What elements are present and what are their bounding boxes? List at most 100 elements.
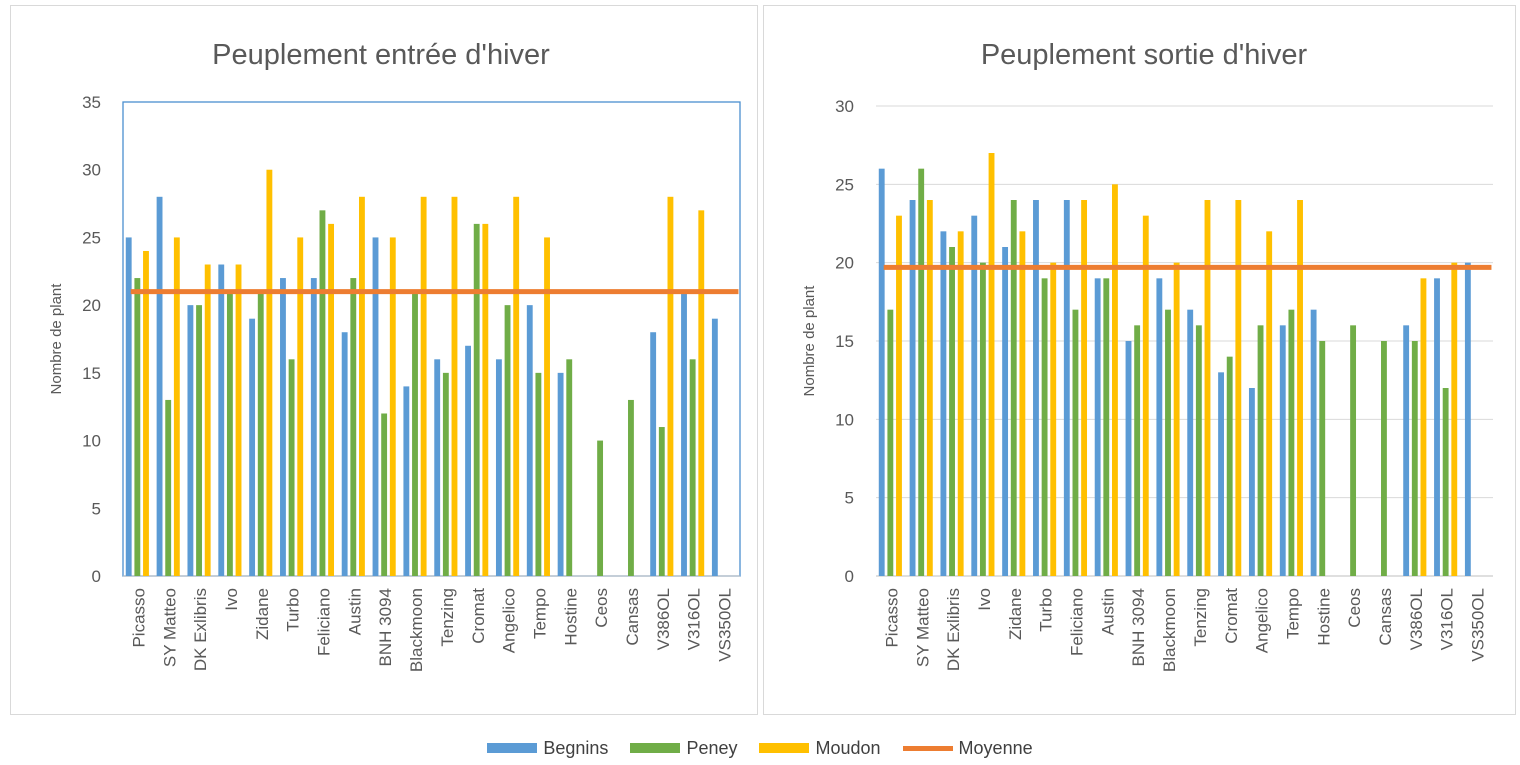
bar-peney-tenzing: [442, 372, 449, 576]
x-tick-label: Ivo: [222, 588, 241, 611]
bar-begnins-feliciano: [310, 278, 317, 576]
bar-peney-tempo: [1288, 309, 1295, 576]
bar-begnins-hostine: [1310, 309, 1317, 576]
bar-moudon-picasso: [143, 250, 149, 576]
bar-peney-bnh-3094: [381, 413, 388, 576]
y-tick-label: 10: [82, 432, 101, 451]
bar-peney-sy-matteo: [918, 168, 925, 576]
bar-moudon-ivo: [988, 153, 995, 576]
bar-begnins-austin: [1094, 278, 1101, 576]
legend-swatch-peney: [630, 743, 681, 753]
x-tick-label: Blackmoon: [407, 588, 426, 672]
chart-sortie-hiver: Peuplement sortie d'hiver Nombre de plant…: [801, 39, 1493, 672]
x-tick-label: Ceos: [592, 588, 611, 628]
bar-peney-v386ol: [658, 427, 665, 576]
bar-moudon-picasso: [896, 215, 902, 576]
legend-label-begnins: Begnins: [543, 737, 609, 758]
bar-moudon-bnh-3094: [389, 237, 396, 576]
bar-peney-feliciano: [319, 210, 326, 577]
bar-peney-ceos: [1350, 325, 1357, 576]
x-tick-label: Tempo: [530, 588, 549, 639]
bar-peney-zidane: [1010, 200, 1017, 576]
y-axis-label: Nombre de plant: [48, 283, 65, 395]
bar-peney-cromat: [1226, 356, 1233, 576]
bar-moudon-dk-exlibris: [204, 264, 211, 576]
bar-peney-austin: [350, 278, 357, 576]
x-tick-label: Tempo: [1283, 588, 1302, 639]
chart-title: Peuplement sortie d'hiver: [981, 39, 1308, 71]
legend-item-begnins: Begnins: [487, 738, 608, 759]
bar-moudon-tenzing: [451, 196, 458, 577]
bar-begnins-turbo: [280, 278, 286, 576]
bar-peney-turbo: [288, 359, 295, 576]
bar-begnins-austin: [341, 332, 348, 576]
x-tick-label: Austin: [1098, 588, 1117, 635]
y-tick-label: 20: [835, 254, 854, 273]
bar-peney-ivo: [979, 262, 986, 576]
bar-begnins-picasso: [125, 237, 132, 576]
x-tick-label: Feliciano: [315, 588, 334, 656]
legend-item-peney: Peney: [630, 738, 737, 759]
bar-begnins-tenzing: [434, 359, 441, 576]
bar-begnins-v386ol: [650, 332, 657, 576]
legend-item-moudon: Moudon: [759, 738, 881, 759]
legend-swatch-begnins: [487, 743, 538, 753]
x-tick-label: Hostine: [561, 588, 580, 646]
y-tick-label: 0: [92, 567, 101, 586]
x-tick-label: Cromat: [469, 588, 488, 644]
bar-begnins-vs350ol: [711, 318, 718, 576]
x-tick-label: BNH 3094: [1129, 588, 1148, 666]
bar-begnins-bnh-3094: [1125, 341, 1132, 576]
bar-moudon-zidane: [266, 169, 273, 576]
x-tick-label: Picasso: [882, 588, 901, 648]
bar-moudon-angelico: [513, 196, 520, 577]
bar-begnins-v316ol: [1434, 278, 1440, 576]
bar-begnins-zidane: [1002, 247, 1009, 576]
bar-moudon-feliciano: [1081, 200, 1088, 576]
y-tick-label: 5: [845, 489, 854, 508]
bar-moudon-cromat: [1235, 200, 1242, 576]
bar-peney-dk-exlibris: [949, 247, 955, 576]
legend-label-moyenne: Moyenne: [958, 737, 1033, 758]
bar-peney-cromat: [473, 223, 480, 576]
bar-begnins-blackmoon: [403, 386, 410, 576]
bar-begnins-dk-exlibris: [940, 231, 947, 577]
y-tick-label: 0: [845, 567, 854, 586]
bar-begnins-blackmoon: [1156, 278, 1163, 576]
chart-entree-hiver: Peuplement entrée d'hiver Nombre de plant…: [48, 39, 741, 672]
y-tick-label: 25: [82, 228, 101, 247]
y-tick-label: 20: [82, 296, 101, 315]
x-tick-label: Zidane: [253, 588, 272, 640]
bar-begnins-vs350ol: [1464, 262, 1471, 576]
chart-legend: Begnins Peney Moudon Moyenne: [0, 735, 1520, 761]
bar-moudon-v316ol: [698, 210, 705, 577]
bar-moudon-tempo: [544, 237, 550, 576]
bar-moudon-angelico: [1266, 231, 1273, 577]
bar-peney-zidane: [257, 291, 264, 576]
x-tick-label: VS350OL: [1469, 588, 1488, 662]
bar-peney-blackmoon: [412, 291, 418, 576]
bar-peney-angelico: [1257, 325, 1264, 576]
bar-moudon-v386ol: [667, 196, 674, 577]
x-tick-label: V386OL: [1407, 588, 1426, 650]
bar-moudon-sy-matteo: [926, 200, 933, 576]
y-tick-label: 10: [835, 410, 854, 429]
bar-moudon-dk-exlibris: [957, 231, 964, 577]
x-tick-label: Feliciano: [1068, 588, 1087, 656]
bar-begnins-v386ol: [1403, 325, 1410, 576]
x-tick-label: DK Exlibris: [191, 588, 210, 671]
plot-area-border: [122, 101, 741, 577]
bar-moudon-austin: [359, 196, 365, 577]
bar-peney-cansas: [628, 399, 634, 576]
bar-peney-ivo: [226, 291, 233, 576]
bar-moudon-blackmoon: [420, 196, 427, 577]
bar-peney-austin: [1103, 278, 1110, 576]
bar-peney-cansas: [1381, 341, 1387, 576]
bar-moudon-cromat: [482, 223, 489, 576]
bar-moudon-v316ol: [1451, 262, 1458, 576]
bar-begnins-feliciano: [1063, 200, 1070, 576]
bar-begnins-bnh-3094: [372, 237, 379, 576]
bar-begnins-cromat: [465, 345, 471, 576]
y-tick-label: 15: [82, 364, 101, 383]
legend-item-moyenne: Moyenne: [902, 737, 1033, 759]
